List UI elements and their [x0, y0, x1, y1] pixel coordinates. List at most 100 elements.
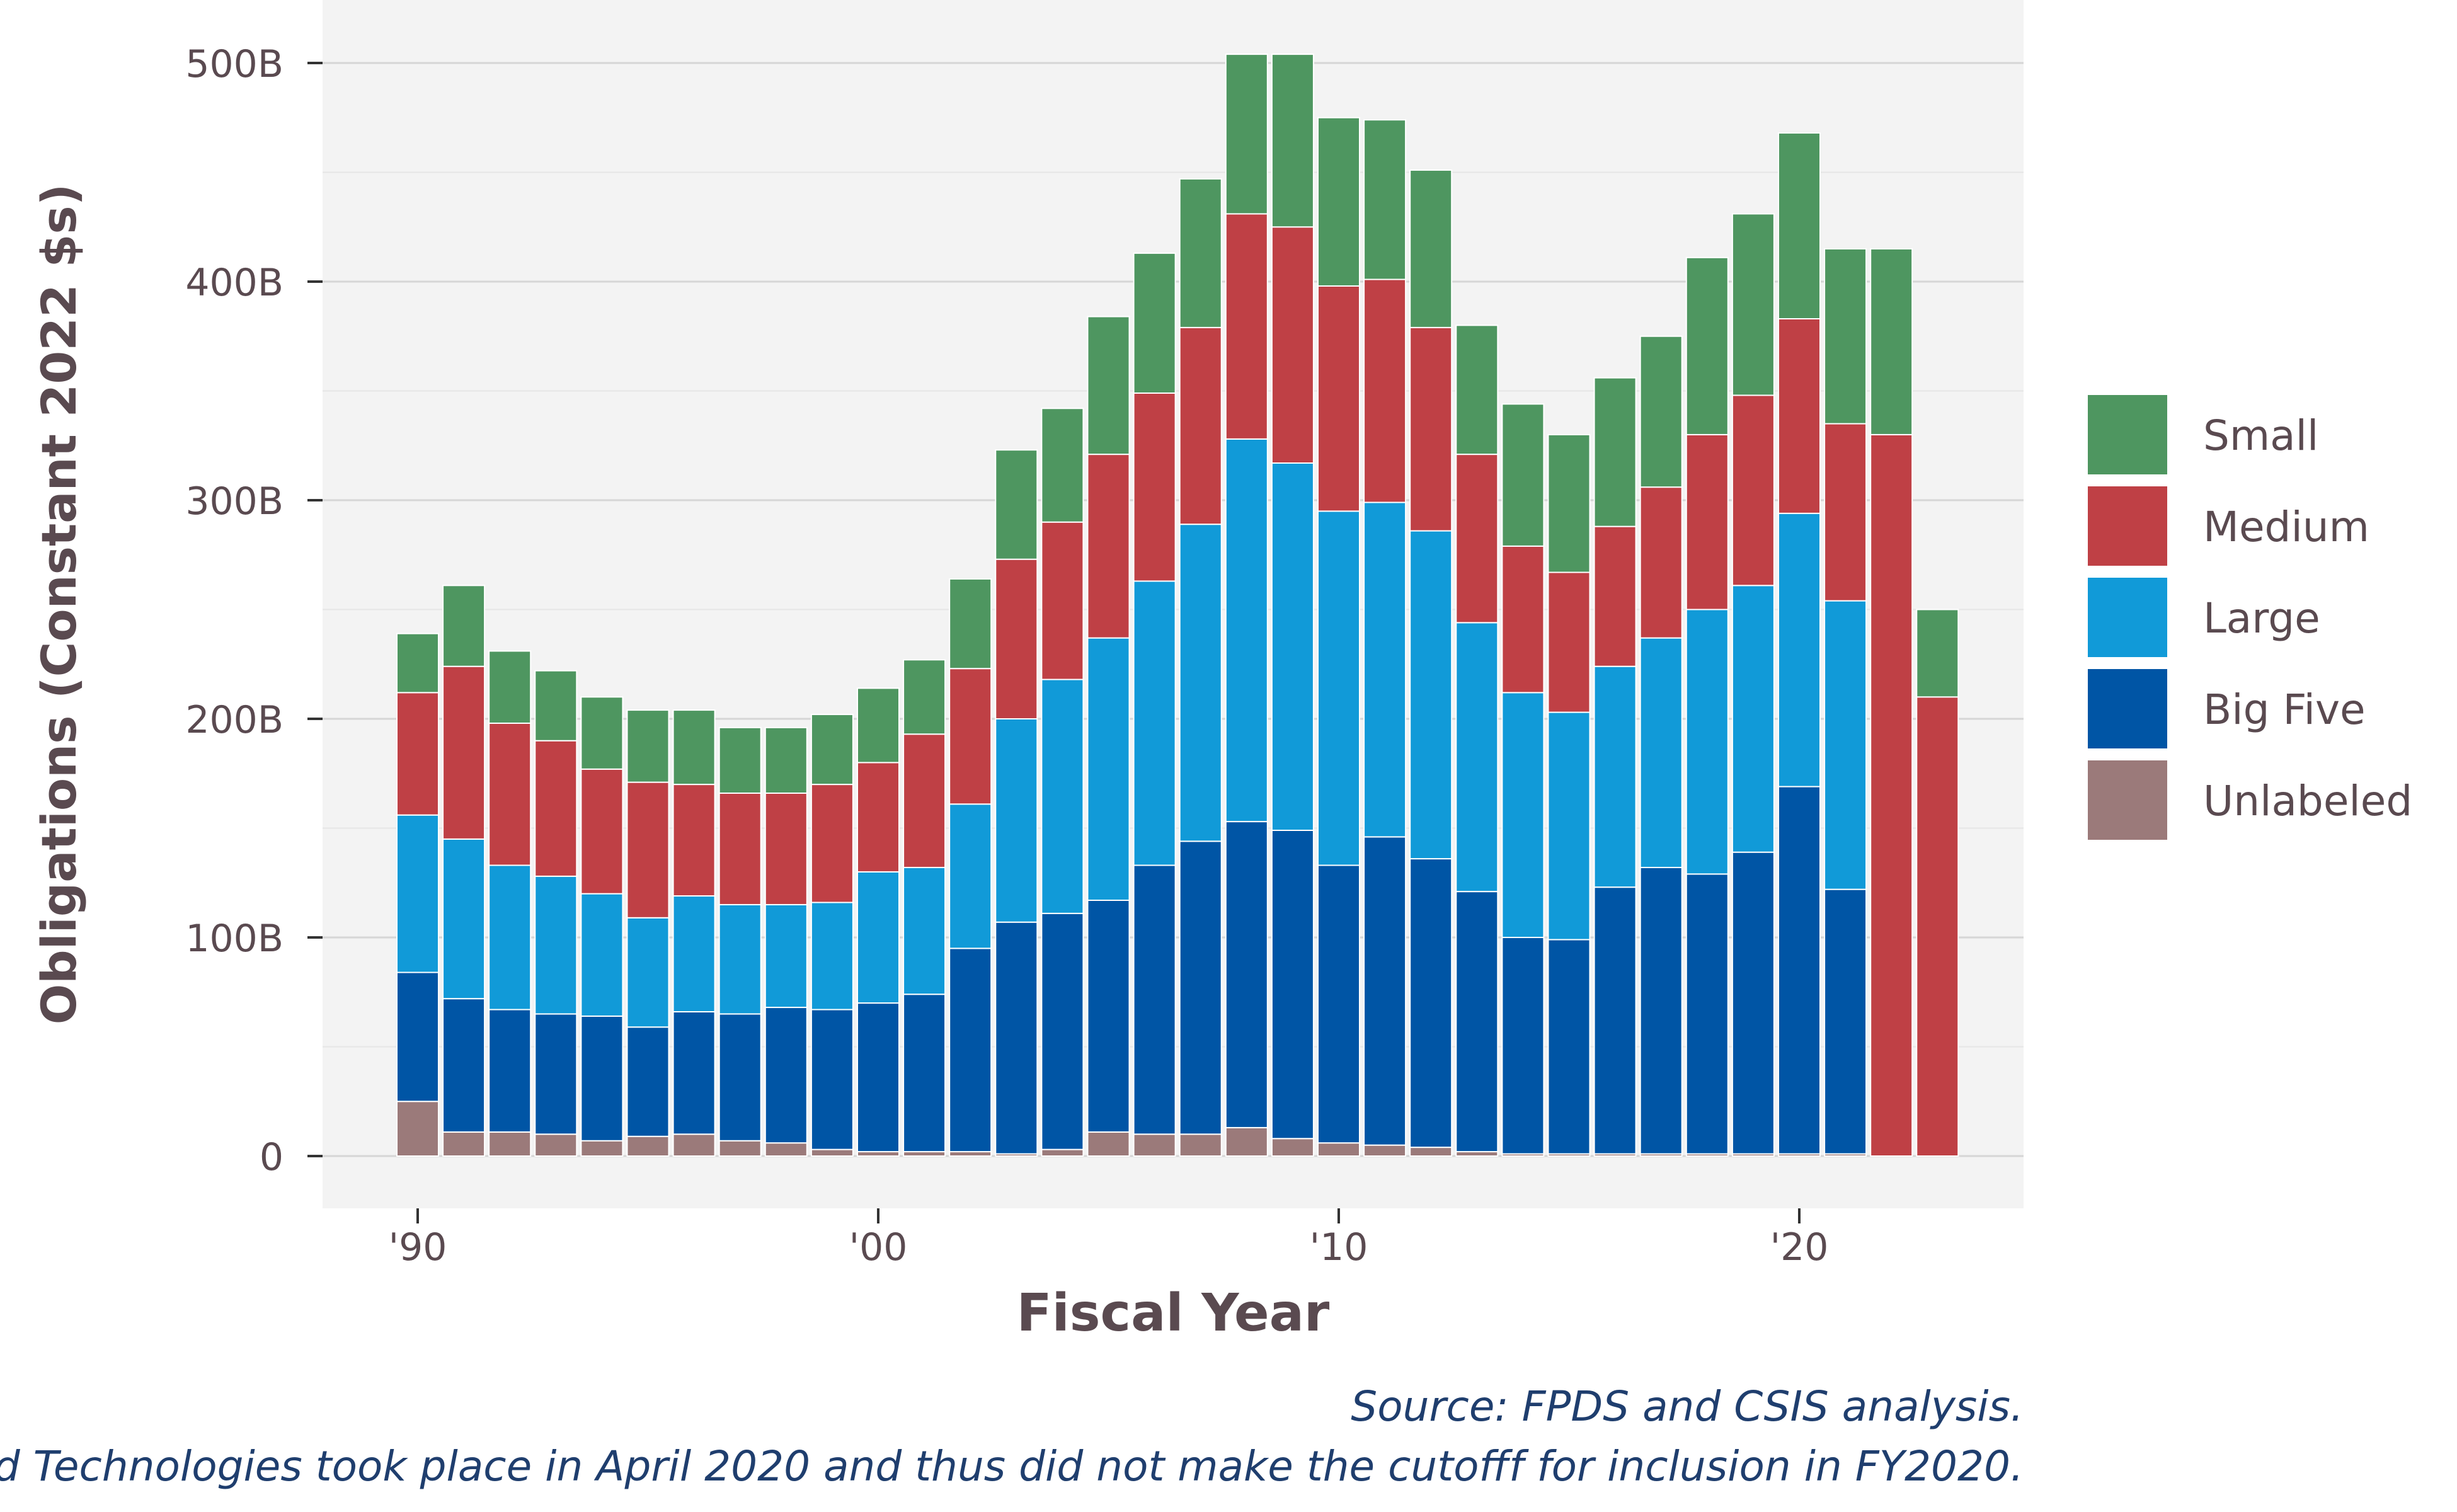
bar-segment-unlabeled-1991: [442, 1131, 486, 1157]
bar-segment-medium-1997: [718, 792, 762, 905]
bar-segment-medium-2003: [995, 558, 1038, 719]
bar-segment-unlabeled-2004: [1041, 1148, 1084, 1157]
bar-segment-large-2000: [857, 871, 900, 1004]
bar-segment-unlabeled-1993: [534, 1133, 578, 1157]
bar-segment-medium-2017: [1639, 486, 1683, 639]
bar-segment-unlabeled-2010: [1317, 1142, 1360, 1157]
x-axis: '90 '00 '10 '20: [389, 1208, 1829, 1269]
bar-segment-medium-2002: [949, 668, 992, 805]
bar-segment-large-2017: [1639, 637, 1683, 868]
bar-segment-medium-2005: [1087, 454, 1130, 639]
bar-segment-large-2003: [995, 718, 1038, 923]
bar-segment-large-2005: [1087, 637, 1130, 902]
y-tick-label: 400B: [185, 261, 284, 305]
bar-segment-unlabeled-1994: [580, 1140, 624, 1157]
bar-segment-medium-2023: [1916, 696, 1959, 1157]
bar-segment-medium-1991: [442, 665, 486, 840]
legend-swatch-big-five: [2085, 667, 2170, 751]
bar-segment-large-2009: [1271, 462, 1314, 831]
bar-segment-small-2020: [1778, 132, 1821, 319]
bar-segment-medium-1995: [626, 781, 670, 919]
bar-segment-big-five-1999: [810, 1009, 854, 1150]
y-tick-label: 500B: [185, 42, 284, 86]
bar-segment-small-2003: [995, 449, 1038, 560]
bar-segment-large-2001: [903, 866, 946, 995]
bar-segment-medium-2006: [1133, 392, 1176, 582]
bar-segment-small-2016: [1593, 377, 1637, 527]
bar-segment-big-five-2006: [1133, 864, 1176, 1135]
bar-segment-big-five-2021: [1824, 888, 1867, 1155]
bar-segment-large-2014: [1501, 692, 1545, 938]
legend-label: Small: [2203, 411, 2318, 460]
bar-segment-big-five-2016: [1593, 886, 1637, 1155]
bar-segment-big-five-1997: [718, 1013, 762, 1142]
bar-segment-medium-1990: [396, 692, 439, 816]
bar-segment-large-1995: [626, 917, 670, 1028]
bar-segment-unlabeled-2000: [857, 1151, 900, 1157]
bar-segment-big-five-1996: [672, 1011, 716, 1135]
bar-segment-unlabeled-2005: [1087, 1131, 1130, 1157]
x-tick-label: '20: [1770, 1225, 1829, 1269]
bar-segment-small-2021: [1824, 248, 1867, 425]
bar-segment-big-five-2014: [1501, 937, 1545, 1155]
bar-segment-unlabeled-2009: [1271, 1138, 1314, 1157]
bar-segment-big-five-2000: [857, 1002, 900, 1153]
bar-segment-unlabeled-2001: [903, 1151, 946, 1157]
caption-note: d Technologies took place in April 2020 …: [0, 1442, 2024, 1491]
legend-label: Large: [2203, 594, 2320, 643]
bar-segment-large-2015: [1547, 711, 1591, 941]
bar-segment-big-five-2007: [1179, 840, 1222, 1135]
bar-segment-large-1996: [672, 895, 716, 1012]
x-tick-label: '00: [849, 1225, 908, 1269]
y-tick-label: 100B: [185, 917, 284, 961]
bar-segment-unlabeled-2013: [1455, 1151, 1499, 1157]
bar-segment-large-2007: [1179, 524, 1222, 842]
bar-segment-small-2019: [1731, 213, 1775, 396]
bar-segment-large-2013: [1455, 622, 1499, 893]
bar-segment-small-1992: [488, 650, 532, 724]
bar-segment-big-five-1993: [534, 1013, 578, 1135]
bar-segment-medium-2009: [1271, 226, 1314, 464]
bar-segment-small-1990: [396, 633, 439, 694]
bar-segment-medium-2000: [857, 762, 900, 873]
y-tick-label: 200B: [185, 698, 284, 742]
bar-segment-big-five-1991: [442, 998, 486, 1133]
bar-segment-large-1999: [810, 902, 854, 1011]
bar-segment-big-five-1995: [626, 1026, 670, 1137]
bar-segment-unlabeled-1992: [488, 1131, 532, 1157]
bar-segment-small-2005: [1087, 316, 1130, 455]
bar-segment-unlabeled-1997: [718, 1140, 762, 1157]
bar-segment-small-2010: [1317, 117, 1360, 287]
bar-segment-big-five-2010: [1317, 864, 1360, 1144]
bar-segment-medium-2015: [1547, 571, 1591, 713]
bar-segment-large-1997: [718, 903, 762, 1015]
bar-segment-large-1990: [396, 814, 439, 973]
bar-segment-medium-1998: [764, 792, 808, 905]
bar-segment-small-2011: [1363, 119, 1407, 280]
bar-segment-small-1994: [580, 696, 624, 770]
bar-segment-medium-1994: [580, 768, 624, 895]
bar-segment-medium-2013: [1455, 454, 1499, 624]
bar-segment-small-2002: [949, 578, 992, 670]
bar-segment-medium-2014: [1501, 545, 1545, 694]
bar-segment-medium-2020: [1778, 318, 1821, 514]
bar-segment-small-2015: [1547, 433, 1591, 573]
bar-segment-small-2018: [1685, 256, 1729, 435]
bar-segment-medium-2007: [1179, 326, 1222, 525]
bar-segment-large-1994: [580, 893, 624, 1017]
bar-segment-large-2021: [1824, 600, 1867, 890]
bar-segment-big-five-2019: [1731, 851, 1775, 1155]
x-tick-label: '10: [1310, 1225, 1368, 1269]
bar-segment-small-2014: [1501, 403, 1545, 547]
bar-segment-medium-1996: [672, 784, 716, 897]
bar-segment-unlabeled-1998: [764, 1142, 808, 1157]
bar-segment-big-five-2003: [995, 921, 1038, 1155]
bar-segment-big-five-2005: [1087, 900, 1130, 1133]
bar-segment-large-1998: [764, 903, 808, 1009]
bar-segment-big-five-2004: [1041, 912, 1084, 1150]
bar-segment-unlabeled-1995: [626, 1135, 670, 1157]
bar-segment-medium-1999: [810, 784, 854, 903]
bar-segment-big-five-1998: [764, 1007, 808, 1144]
bar-segment-medium-2018: [1685, 433, 1729, 610]
